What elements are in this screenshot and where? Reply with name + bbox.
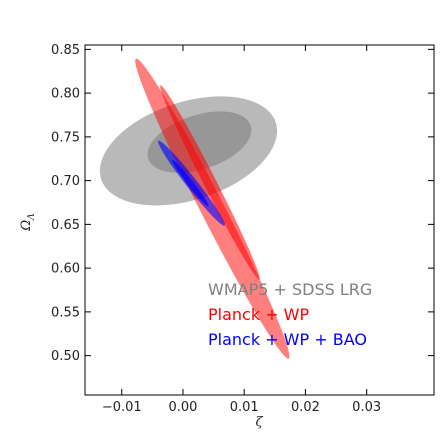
y-tick-label: 0.50 (51, 349, 80, 364)
contour-region-series-2-inner (172, 160, 209, 207)
legend-entry: WMAP5 + SDSS LRG (208, 280, 372, 299)
y-tick-label: 0.60 (51, 262, 80, 277)
axis-ticks (85, 45, 434, 395)
y-tick-labels: 0.50 0.55 0.60 0.65 0.70 0.75 0.80 0.85 (51, 43, 80, 364)
y-tick-label: 0.55 (51, 305, 80, 320)
legend-entry: Planck + WP (208, 305, 310, 324)
plot-background (85, 45, 434, 395)
y-axis-title: ΩΛ (19, 213, 37, 232)
y-tick-label: 0.85 (51, 43, 80, 58)
y-tick-label: 0.70 (51, 174, 80, 189)
legend-entry: Planck + WP + BAO (208, 330, 367, 349)
contour-regions (99, 58, 290, 359)
legend: WMAP5 + SDSS LRG Planck + WP Planck + WP +… (208, 280, 372, 349)
x-axis-title: ζ (255, 415, 263, 430)
x-tick-label: 0.02 (291, 400, 320, 415)
y-tick-label: 0.65 (51, 218, 80, 233)
y-tick-label: 0.80 (51, 87, 80, 102)
x-tick-label: 0.03 (352, 400, 381, 415)
x-tick-label: 0.00 (168, 400, 197, 415)
y-tick-label: 0.75 (51, 130, 80, 145)
x-tick-labels: −0.01 0.00 0.01 0.02 0.03 (102, 400, 381, 415)
x-tick-label: 0.01 (230, 400, 259, 415)
x-tick-label: −0.01 (102, 400, 142, 415)
plot-frame (84, 44, 435, 396)
contour-region-series-1-inner (160, 85, 260, 280)
